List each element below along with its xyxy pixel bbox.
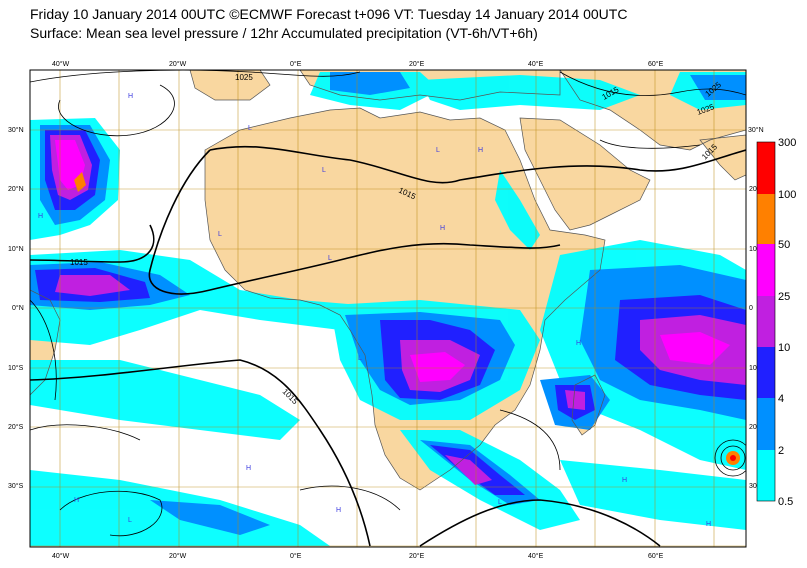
pressure-centers: H H H H H H H H H H L L L L L L L L (38, 93, 711, 528)
lon-label: 40°E (528, 552, 544, 560)
coastline (189, 70, 271, 101)
high-marker: H (706, 521, 711, 528)
low-marker: L (498, 499, 502, 506)
colorbar-label: 100 (778, 189, 796, 201)
low-marker: L (128, 517, 132, 524)
low-marker: L (436, 147, 440, 154)
high-marker: H (336, 507, 341, 514)
latitude-labels-right: 30°N 20 10 0 10 20 30 (748, 126, 764, 490)
high-marker: H (74, 497, 79, 504)
coastline (30, 289, 61, 396)
lat-label: 30 (749, 483, 757, 490)
colorbar-segment (757, 142, 775, 194)
isobar-label: 1025 (235, 73, 253, 82)
lon-label: 60°E (648, 60, 664, 68)
lat-label: 20 (749, 424, 757, 431)
colorbar-segment (757, 398, 775, 450)
lon-label: 40°W (52, 552, 70, 560)
coastline (204, 107, 606, 491)
lon-label: 0°E (290, 60, 302, 68)
colorbar-segment (757, 194, 775, 244)
land-region (520, 118, 650, 230)
forecast-subtitle: Surface: Mean sea level pressure / 12hr … (30, 25, 538, 41)
colorbar-segment (757, 347, 775, 398)
low-marker: L (322, 167, 326, 174)
low-marker: L (248, 125, 252, 132)
high-marker: H (38, 213, 43, 220)
latitude-labels-left: 30°N 20°N 10°N 0°N 10°S 20°S 30°S (8, 126, 24, 490)
forecast-title: Friday 10 January 2014 00UTC ©ECMWF Fore… (30, 6, 628, 22)
longitude-labels-bottom: 40°W 20°W 0°E 20°E 40°E 60°E (52, 552, 664, 560)
colorbar-label: 25 (778, 291, 790, 303)
colorbar-segment (757, 296, 775, 347)
high-marker: H (440, 225, 445, 232)
high-marker: H (576, 340, 581, 347)
lon-label: 20°E (409, 60, 425, 68)
coastline (299, 70, 561, 101)
precipitation-layer (30, 72, 746, 546)
lat-label: 30°N (8, 126, 24, 134)
longitude-labels-top: 40°W 20°W 0°E 20°E 40°E 60°E (52, 60, 664, 68)
high-marker: H (128, 93, 133, 100)
lat-label: 20°N (8, 185, 24, 193)
low-marker: L (328, 255, 332, 262)
lon-label: 40°W (52, 60, 70, 68)
lat-label: 30°N (748, 126, 764, 134)
colorbar-segment (757, 244, 775, 296)
land-region (190, 70, 270, 100)
isobars (30, 70, 746, 547)
high-marker: H (622, 477, 627, 484)
lat-label: 20 (749, 186, 757, 193)
coastline (519, 117, 651, 231)
colorbar-label: 0.5 (778, 496, 793, 508)
map-frame (29, 69, 747, 548)
lon-label: 0°E (290, 552, 302, 560)
colorbar-label: 50 (778, 239, 790, 251)
lat-label: 10°S (8, 364, 24, 372)
colorbar-label: 300 (778, 137, 796, 149)
coastline (699, 134, 746, 181)
lon-label: 20°W (169, 60, 187, 68)
precipitation-colorbar: 300 100 50 25 10 4 2 0.5 (756, 137, 796, 508)
lon-label: 20°E (409, 552, 425, 560)
lat-label: 10 (749, 246, 757, 253)
lat-label: 0 (749, 305, 753, 312)
lat-label: 20°S (8, 423, 24, 431)
lat-label: 30°S (8, 482, 24, 490)
high-marker: H (478, 147, 483, 154)
lat-label: 0°N (12, 304, 24, 312)
high-marker: H (246, 465, 251, 472)
colorbar-label: 4 (778, 393, 784, 405)
lat-label: 10°N (8, 245, 24, 253)
lon-label: 60°E (648, 552, 664, 560)
colorbar-label: 2 (778, 445, 784, 457)
lon-label: 20°W (169, 552, 187, 560)
low-marker: L (218, 231, 222, 238)
lat-label: 10 (749, 365, 757, 372)
colorbar-segment (757, 450, 775, 501)
lon-label: 40°E (528, 60, 544, 68)
colorbar-label: 10 (778, 342, 790, 354)
isobar-label: 1015 (70, 258, 88, 267)
low-marker: L (358, 355, 362, 362)
